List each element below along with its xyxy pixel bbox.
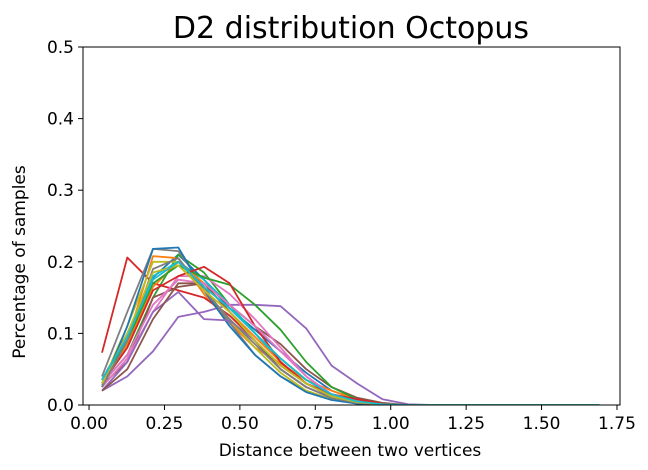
x-tick-label: 0.25 (146, 414, 184, 434)
series-line-12 (101, 260, 600, 405)
x-tick-label: 1.75 (598, 414, 636, 434)
x-tick-label: 0.50 (221, 414, 259, 434)
series-line-8 (101, 247, 600, 405)
series-line-10 (101, 260, 600, 405)
x-tick-label: 1.00 (372, 414, 410, 434)
x-tick-label: 0.00 (70, 414, 108, 434)
y-tick-label: 0.2 (47, 253, 74, 273)
y-axis-ticks: 0.0 0.1 0.2 0.3 0.4 0.5 (47, 38, 83, 416)
y-tick-label: 0.3 (47, 181, 74, 201)
plot-area (82, 46, 621, 406)
y-tick-label: 0.0 (47, 396, 74, 416)
series-line-7 (101, 275, 600, 405)
series-line-17 (101, 278, 600, 405)
series-line-11 (101, 246, 600, 405)
series-line-16 (101, 282, 600, 405)
x-tick-label: 1.25 (447, 414, 485, 434)
plot-frame (82, 46, 621, 406)
x-axis-ticks: 0.00 0.25 0.50 0.75 1.00 1.25 1.50 1.75 (70, 405, 636, 434)
series-line-5 (101, 303, 600, 405)
y-axis-label: Percentage of samples (10, 165, 30, 359)
y-tick-label: 0.1 (47, 324, 74, 344)
x-axis-label: Distance between two vertices (219, 441, 482, 461)
series-line-15 (101, 290, 600, 405)
x-tick-label: 0.75 (296, 414, 334, 434)
x-tick-label: 1.50 (523, 414, 561, 434)
chart-title: D2 distribution Octopus (173, 11, 529, 46)
y-tick-label: 0.5 (47, 38, 74, 58)
series-line-9 (101, 260, 600, 405)
series-line-6 (101, 282, 600, 405)
series-line-20 (101, 260, 600, 405)
y-tick-label: 0.4 (47, 110, 74, 130)
